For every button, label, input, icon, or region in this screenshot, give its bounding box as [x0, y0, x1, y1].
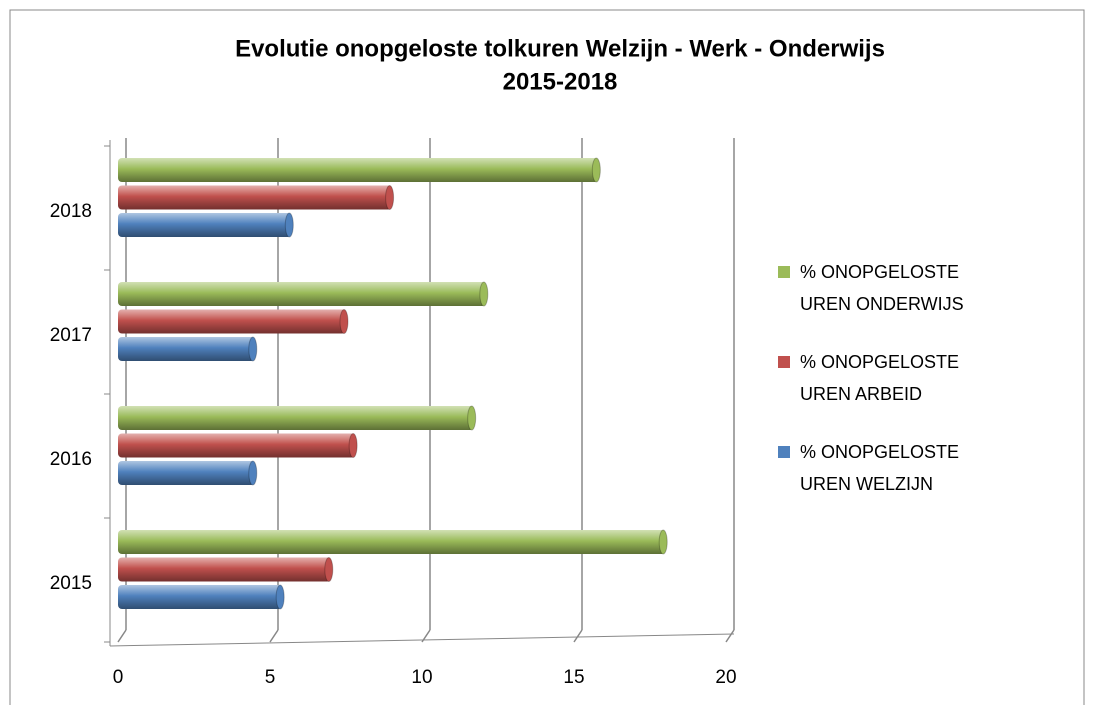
bar-cap [348, 433, 358, 458]
legend-item: % ONOPGELOSTE UREN WELZIJN [778, 436, 1068, 500]
legend-swatch [778, 266, 790, 278]
bar [118, 337, 255, 361]
x-tick-label: 20 [715, 667, 736, 688]
bar-cap [591, 157, 601, 183]
bar [118, 213, 292, 237]
bar-cap [339, 309, 349, 334]
bar-cap [284, 212, 294, 238]
x-tick-label: 0 [113, 667, 124, 688]
bar [118, 585, 283, 609]
bar [118, 530, 666, 554]
legend-label: % ONOPGELOSTE UREN ARBEID [800, 352, 960, 404]
bar-cap [275, 584, 285, 610]
grid-line-floor [421, 629, 431, 643]
y-tick-label: 2016 [50, 449, 92, 470]
chart-subtitle: 2015-2018 [503, 68, 618, 95]
bar-cap [479, 281, 489, 307]
bar-cap [467, 405, 477, 431]
grid-line-floor [117, 629, 127, 643]
legend-swatch [778, 446, 790, 458]
x-tick-label: 15 [563, 667, 584, 688]
chart-title: Evolutie onopgeloste tolkuren Welzijn - … [235, 35, 885, 62]
bar [118, 185, 392, 210]
bar-cap [658, 529, 668, 555]
bar [118, 433, 356, 458]
grid-line-floor [725, 629, 735, 643]
bar [118, 557, 331, 582]
bar-cap [324, 557, 334, 582]
y-tick-label: 2015 [50, 573, 92, 594]
grid-line-floor [269, 629, 279, 643]
grid-line-floor [573, 629, 583, 643]
legend-swatch [778, 356, 790, 368]
bar [118, 406, 474, 430]
bar-cap [385, 185, 395, 210]
bar [118, 282, 486, 306]
legend-item: % ONOPGELOSTE UREN ARBEID [778, 346, 1068, 410]
bar [118, 158, 599, 182]
legend-item: % ONOPGELOSTE UREN ONDERWIJS [778, 256, 1068, 320]
floor-line [109, 633, 735, 647]
y-tick-label: 2017 [50, 325, 92, 346]
bar-cap [248, 336, 258, 362]
x-tick-label: 5 [265, 667, 276, 688]
bar [118, 461, 255, 485]
bar-cap [248, 460, 258, 486]
legend-label: % ONOPGELOSTE UREN WELZIJN [800, 442, 960, 494]
x-tick-label: 10 [411, 667, 432, 688]
y-tick-label: 2018 [50, 201, 92, 222]
legend-label: % ONOPGELOSTE UREN ONDERWIJS [800, 262, 964, 314]
bar [118, 309, 346, 334]
